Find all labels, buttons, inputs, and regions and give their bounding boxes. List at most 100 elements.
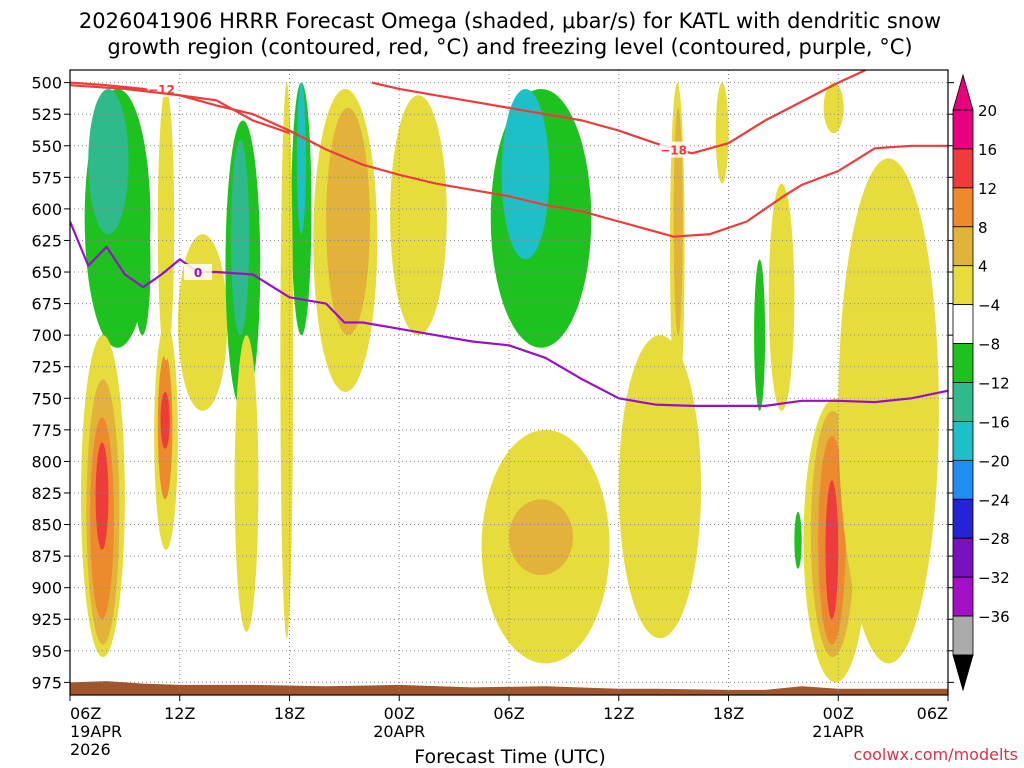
- contour-label: −18: [660, 144, 687, 158]
- x-tick-label: 00Z: [384, 704, 415, 723]
- omega-shading: [80, 82, 939, 683]
- colorbar-label: 8: [978, 219, 988, 237]
- y-tick-label: 575: [31, 168, 62, 187]
- terrain-surface: [70, 681, 948, 695]
- y-tick-label: 900: [31, 579, 62, 598]
- y-tick-label: 775: [31, 421, 62, 440]
- omega-cell: [88, 88, 129, 235]
- omega-cell: [296, 82, 306, 235]
- omega-cell: [673, 107, 683, 336]
- colorbar-swatch: [952, 537, 974, 578]
- colorbar-swatch: [952, 265, 974, 306]
- omega-cell: [825, 480, 839, 620]
- y-tick-label: 725: [31, 358, 62, 377]
- omega-cell: [838, 158, 939, 664]
- y-tick-label: 675: [31, 295, 62, 314]
- x-tick-label: 06Z: [917, 704, 948, 723]
- omega-cell: [134, 196, 151, 336]
- omega-cell: [95, 442, 109, 550]
- omega-cell: [794, 511, 802, 569]
- colorbar: 20 16 12 8 4 −4 −8 −12 −16 −20 −24 −28 −32 −36: [952, 73, 1010, 692]
- colorbar-label: −28: [978, 530, 1010, 548]
- omega-cell: [160, 391, 170, 449]
- x-tick-label: 00Z: [823, 704, 854, 723]
- y-tick-label: 650: [31, 263, 62, 282]
- colorbar-swatch: [952, 304, 974, 344]
- omega-cell: [754, 259, 766, 411]
- colorbar-swatch: [952, 498, 974, 539]
- y-tick-label: 925: [31, 610, 62, 629]
- y-tick-label: 825: [31, 484, 62, 503]
- x-tick-label: 18Z: [713, 704, 744, 723]
- colorbar-label: −36: [978, 608, 1010, 626]
- chart-title-line-1: 2026041906 HRRR Forecast Omega (shaded, …: [79, 9, 941, 33]
- x-tick-label: 06Z: [70, 704, 101, 723]
- contour-line-snow: [371, 70, 867, 155]
- contour-label: 0: [194, 266, 202, 280]
- colorbar-swatch: [952, 226, 974, 267]
- omega-cell: [823, 82, 844, 134]
- omega-cell: [234, 335, 259, 632]
- y-tick-label: 950: [31, 642, 62, 661]
- x-tick-date-label: 19APR: [70, 722, 122, 741]
- colorbar-label: 16: [978, 141, 997, 159]
- x-tick-label: 06Z: [493, 704, 524, 723]
- y-tick-label: 625: [31, 231, 62, 250]
- chart-title-line-2: growth region (contoured, red, °C) and f…: [107, 35, 912, 59]
- watermark-text: coolwx.com/modelts: [854, 745, 1018, 764]
- contour-lines: −12−180: [70, 70, 948, 407]
- x-tick-label: 12Z: [603, 704, 634, 723]
- colorbar-label: −16: [978, 413, 1010, 431]
- y-axis: 500 525 550 575 600 625 650 675 700 725 750 775 800 8…: [31, 74, 954, 692]
- colorbar-swatch: [952, 382, 974, 422]
- colorbar-label: −32: [978, 569, 1010, 587]
- x-axis-title: Forecast Time (UTC): [414, 746, 605, 768]
- colorbar-swatch: [952, 148, 974, 189]
- x-tick-label: 12Z: [164, 704, 195, 723]
- omega-cell: [390, 95, 447, 336]
- x-tick-year-label: 2026: [70, 740, 111, 759]
- colorbar-label: −20: [978, 452, 1010, 470]
- colorbar-label: 4: [978, 258, 988, 276]
- colorbar-top-arrow: [952, 73, 974, 111]
- colorbar-label: −12: [978, 375, 1010, 393]
- contour-line-freezing: [70, 221, 948, 407]
- omega-cell: [280, 82, 294, 639]
- y-tick-label: 975: [31, 673, 62, 692]
- colorbar-swatch: [952, 615, 974, 656]
- y-tick-label: 500: [31, 74, 62, 93]
- colorbar-label: −24: [978, 491, 1010, 509]
- colorbar-label: −4: [978, 297, 1000, 315]
- omega-cell: [326, 107, 370, 336]
- colorbar-swatch: [952, 459, 974, 500]
- omega-cell: [177, 234, 228, 411]
- colorbar-swatch: [952, 187, 974, 228]
- colorbar-label: −8: [978, 336, 1000, 354]
- omega-cell: [501, 88, 550, 260]
- omega-cell: [715, 82, 729, 184]
- contour-line-snow: [70, 84, 290, 135]
- omega-cell: [157, 88, 175, 361]
- colorbar-label: 12: [978, 180, 997, 198]
- omega-cell: [618, 335, 702, 639]
- y-tick-label: 700: [31, 326, 62, 345]
- y-tick-label: 850: [31, 516, 62, 535]
- colorbar-swatch: [952, 576, 974, 617]
- terrain-band: [70, 681, 948, 695]
- colorbar-label: 20: [978, 102, 997, 120]
- y-tick-label: 800: [31, 452, 62, 471]
- colorbar-swatch: [952, 343, 974, 383]
- contour-line-snow: [70, 81, 948, 238]
- y-tick-label: 550: [31, 137, 62, 156]
- x-tick-date-label: 20APR: [373, 722, 425, 741]
- omega-cell: [768, 183, 795, 411]
- x-tick-date-label: 21APR: [812, 722, 864, 741]
- omega-cell: [230, 139, 250, 336]
- colorbar-swatch: [952, 109, 974, 150]
- colorbar-bottom-arrow: [952, 654, 974, 692]
- contour-label-bg: [659, 141, 688, 158]
- y-tick-label: 875: [31, 547, 62, 566]
- y-tick-label: 600: [31, 200, 62, 219]
